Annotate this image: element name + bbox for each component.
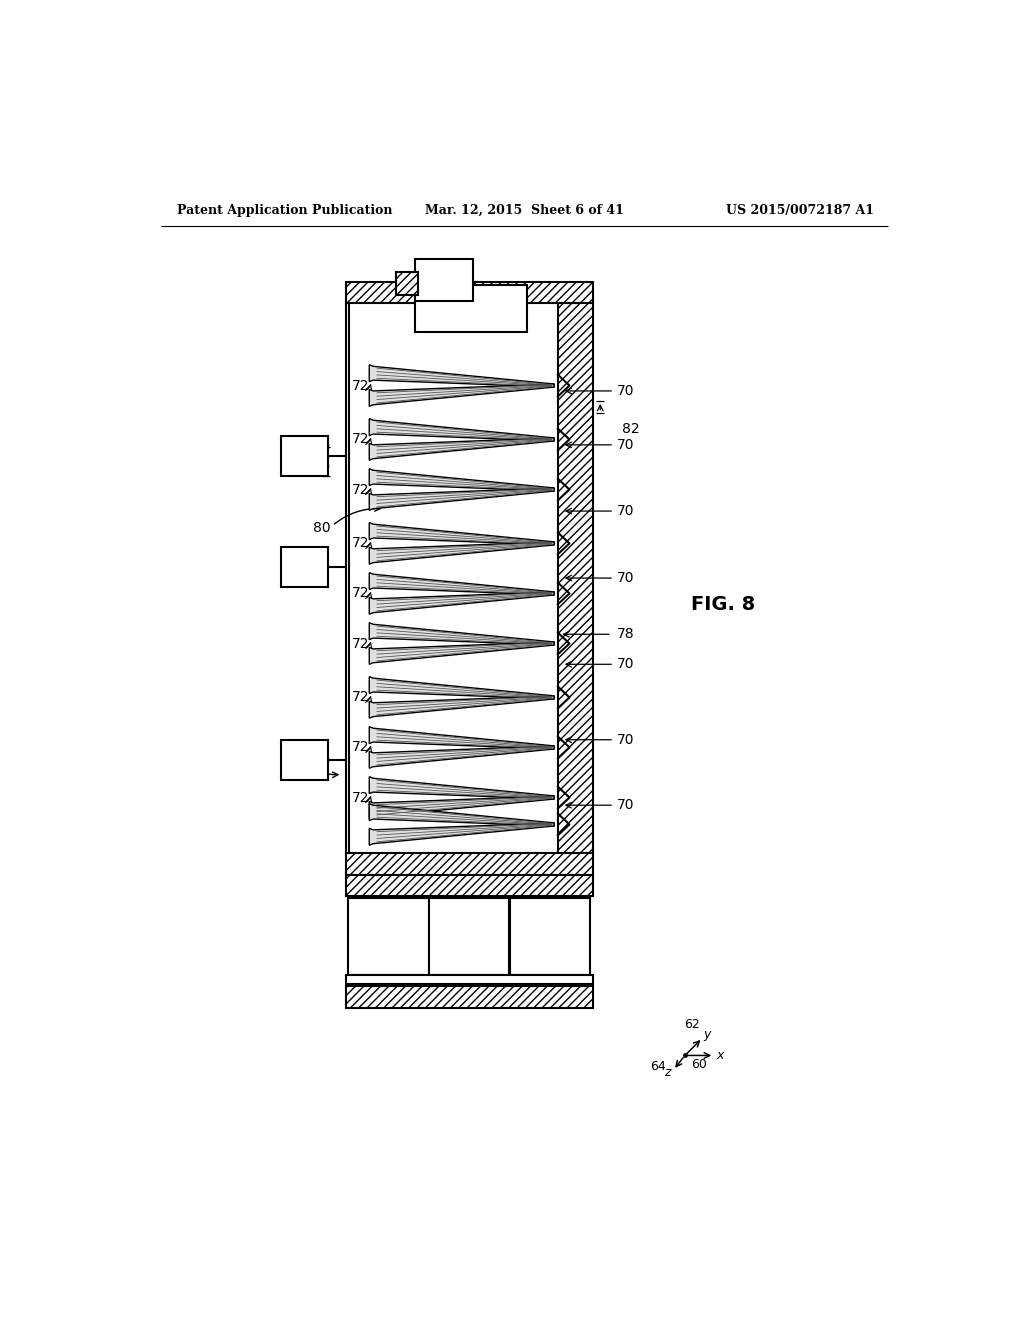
Bar [349, 304, 558, 853]
Polygon shape [370, 804, 554, 826]
Polygon shape [370, 776, 554, 799]
Polygon shape [370, 796, 554, 818]
Text: 50: 50 [279, 752, 296, 766]
Polygon shape [370, 591, 554, 614]
Bar [416, 285, 527, 331]
Text: x: x [717, 1049, 724, 1063]
Bar [429, 898, 509, 974]
Bar [346, 281, 593, 304]
Text: y: y [703, 1027, 711, 1040]
Polygon shape [370, 384, 554, 407]
Bar [396, 272, 418, 296]
Text: 64: 64 [650, 1060, 666, 1073]
Polygon shape [370, 623, 554, 645]
Text: 72: 72 [352, 483, 370, 496]
Text: 72: 72 [352, 791, 370, 804]
Polygon shape [370, 523, 554, 545]
Text: 60: 60 [691, 1059, 707, 1072]
Polygon shape [370, 677, 554, 700]
Text: FIG. 8: FIG. 8 [691, 595, 756, 615]
Text: 82: 82 [622, 422, 639, 437]
Bar [346, 974, 593, 983]
Polygon shape [370, 488, 554, 511]
Bar [346, 986, 593, 1007]
Text: 72: 72 [352, 536, 370, 550]
Text: 72: 72 [352, 741, 370, 755]
Text: US 2015/0072187 A1: US 2015/0072187 A1 [726, 205, 873, 218]
Polygon shape [370, 469, 554, 491]
Bar [346, 304, 349, 853]
Bar [346, 853, 593, 875]
Polygon shape [370, 746, 554, 768]
Text: Patent Application Publication: Patent Application Publication [177, 205, 392, 218]
Text: 80: 80 [313, 521, 331, 535]
Polygon shape [370, 726, 554, 748]
Polygon shape [370, 822, 554, 845]
Bar [281, 436, 329, 475]
Text: 72: 72 [352, 379, 370, 392]
Polygon shape [370, 573, 554, 595]
Text: 70: 70 [617, 384, 635, 397]
Text: 70: 70 [617, 799, 635, 812]
Bar [510, 898, 590, 974]
Polygon shape [370, 438, 554, 461]
Text: z: z [664, 1065, 671, 1078]
Text: 70: 70 [617, 438, 635, 451]
Polygon shape [370, 642, 554, 664]
Text: Mar. 12, 2015  Sheet 6 of 41: Mar. 12, 2015 Sheet 6 of 41 [425, 205, 625, 218]
Bar [348, 898, 429, 974]
Polygon shape [370, 364, 554, 387]
Bar [281, 548, 329, 587]
Text: 70: 70 [617, 657, 635, 672]
Text: 72: 72 [352, 586, 370, 601]
Text: 70: 70 [617, 504, 635, 517]
Polygon shape [370, 418, 554, 441]
Text: 70: 70 [617, 572, 635, 585]
Polygon shape [370, 696, 554, 718]
Polygon shape [370, 543, 554, 564]
Text: 70: 70 [617, 733, 635, 747]
Text: 72: 72 [352, 690, 370, 705]
Bar [281, 739, 329, 780]
Text: 62: 62 [684, 1018, 699, 1031]
Bar [416, 259, 473, 301]
Bar [558, 304, 593, 853]
Text: 72: 72 [352, 636, 370, 651]
Text: 72: 72 [352, 433, 370, 446]
Text: 78: 78 [617, 627, 635, 642]
Bar [346, 875, 593, 896]
Text: 84: 84 [292, 458, 309, 471]
